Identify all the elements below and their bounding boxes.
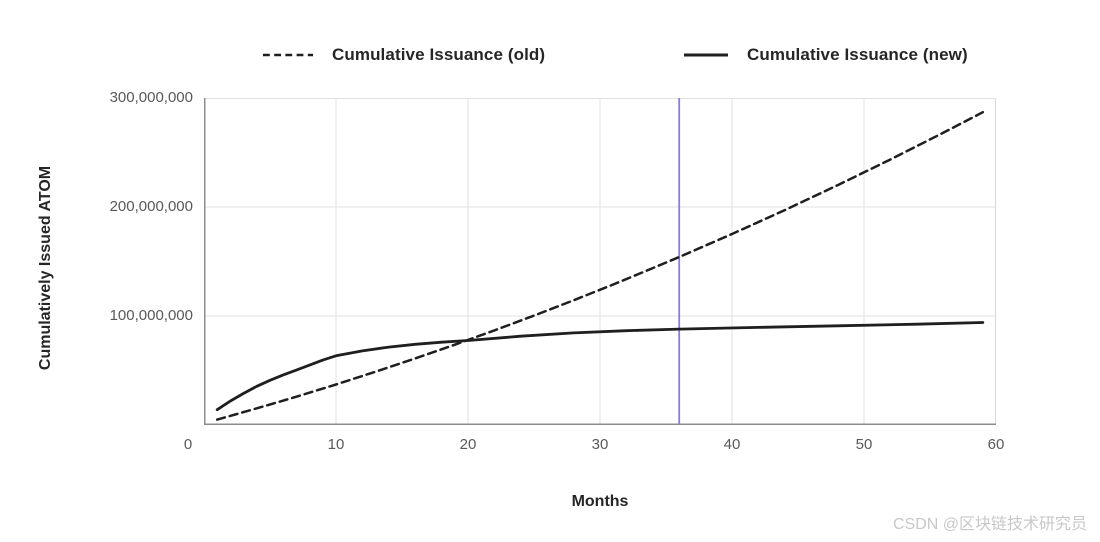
x-tick-label: 50 bbox=[855, 436, 873, 453]
x-tick-label: 0 bbox=[183, 436, 193, 453]
y-tick-label: 200,000,000 bbox=[109, 198, 193, 215]
series-line-new bbox=[215, 321, 985, 412]
plot-area bbox=[204, 98, 996, 425]
x-tick-label: 10 bbox=[327, 436, 345, 453]
legend-label-old: Cumulative Issuance (old) bbox=[332, 45, 546, 64]
dashed-line-swatch bbox=[263, 53, 313, 57]
legend-label-new: Cumulative Issuance (new) bbox=[747, 45, 968, 64]
y-tick-label: 300,000,000 bbox=[109, 89, 193, 106]
x-axis-title: Months bbox=[571, 493, 629, 510]
x-tick-label: 60 bbox=[987, 436, 1005, 453]
legend-item-new: Cumulative Issuance (new) bbox=[683, 44, 968, 66]
x-tick-label: 40 bbox=[723, 436, 741, 453]
solid-line-swatch bbox=[684, 53, 728, 57]
x-tick-label: 30 bbox=[591, 436, 609, 453]
series-line-old bbox=[215, 110, 985, 421]
y-tick-label: 100,000,000 bbox=[109, 307, 193, 324]
legend-item-old: Cumulative Issuance (old) bbox=[262, 44, 545, 66]
watermark-text: CSDN @区块链技术研究员 bbox=[892, 516, 1087, 533]
x-tick-label: 20 bbox=[459, 436, 477, 453]
y-axis-title: Cumulatively Issued ATOM bbox=[37, 165, 54, 371]
